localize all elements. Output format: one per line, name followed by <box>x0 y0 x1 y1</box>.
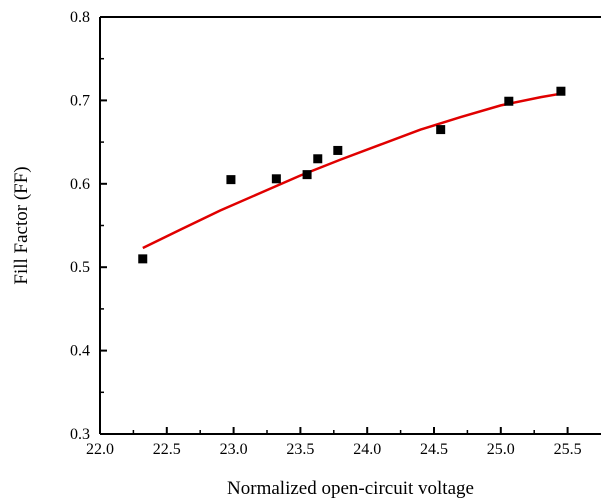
data-point <box>226 175 236 185</box>
data-point-layer <box>138 86 566 264</box>
data-point <box>138 254 148 264</box>
x-tick-label: 24.5 <box>420 441 448 458</box>
y-tick-label: 0.8 <box>70 9 90 26</box>
data-point <box>333 145 343 155</box>
y-tick-label: 0.6 <box>70 176 90 193</box>
data-point <box>271 174 281 184</box>
y-tick-label: 0.4 <box>70 343 90 360</box>
x-axis-ticks: 22.0 22.5 23.0 23.5 24.0 24.5 25.0 25.5 <box>86 427 582 458</box>
x-tick-label: 24.0 <box>353 441 381 458</box>
y-tick-label: 0.3 <box>70 426 90 443</box>
y-axis-title: Fill Factor (FF) <box>11 166 32 284</box>
data-point <box>313 154 323 164</box>
data-point <box>436 125 446 135</box>
x-tick-label: 22.0 <box>86 441 114 458</box>
data-point <box>504 96 514 106</box>
y-axis-ticks: 0.3 0.4 0.5 0.6 0.7 0.8 <box>70 9 107 443</box>
x-tick-label: 25.0 <box>487 441 515 458</box>
x-axis-title: Normalized open-circuit voltage <box>227 478 474 499</box>
x-tick-label: 23.5 <box>286 441 314 458</box>
data-point <box>556 86 566 96</box>
y-tick-label: 0.7 <box>70 92 90 109</box>
data-point <box>302 170 312 180</box>
x-tick-label: 25.5 <box>554 441 582 458</box>
y-tick-label: 0.5 <box>70 259 90 276</box>
fit-curve-line <box>142 92 562 250</box>
plot-frame <box>99 16 601 435</box>
x-tick-label: 23.0 <box>220 441 248 458</box>
x-tick-label: 22.5 <box>153 441 181 458</box>
fit-line-layer <box>142 92 562 250</box>
